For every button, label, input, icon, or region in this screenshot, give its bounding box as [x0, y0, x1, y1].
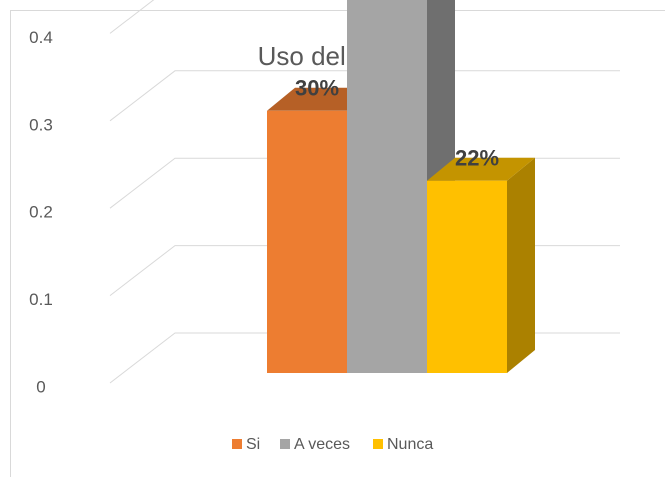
y-tick-label: 0.2: [29, 203, 53, 222]
legend-swatch: [232, 439, 242, 449]
bar-front: [267, 110, 347, 374]
y-tick-label: 0.1: [29, 290, 53, 309]
legend-label: A veces: [294, 436, 350, 453]
bar-front: [427, 180, 507, 373]
y-tick-label: 0.3: [29, 115, 53, 134]
bar: [427, 157, 535, 373]
y-tick-label: 0: [36, 377, 45, 396]
bar-side: [507, 157, 535, 373]
legend-label: Nunca: [387, 436, 433, 453]
bar-top: [427, 157, 535, 181]
legend-label: Si: [246, 436, 260, 453]
legend-swatch: [280, 439, 290, 449]
grid-line: [109, 70, 620, 122]
data-label: 22%: [455, 146, 499, 171]
y-tick-label: 0.4: [29, 28, 53, 47]
grid-line: [109, 0, 155, 34]
data-label: 30%: [295, 76, 339, 101]
bar-front: [347, 0, 427, 373]
legend-swatch: [373, 439, 383, 449]
